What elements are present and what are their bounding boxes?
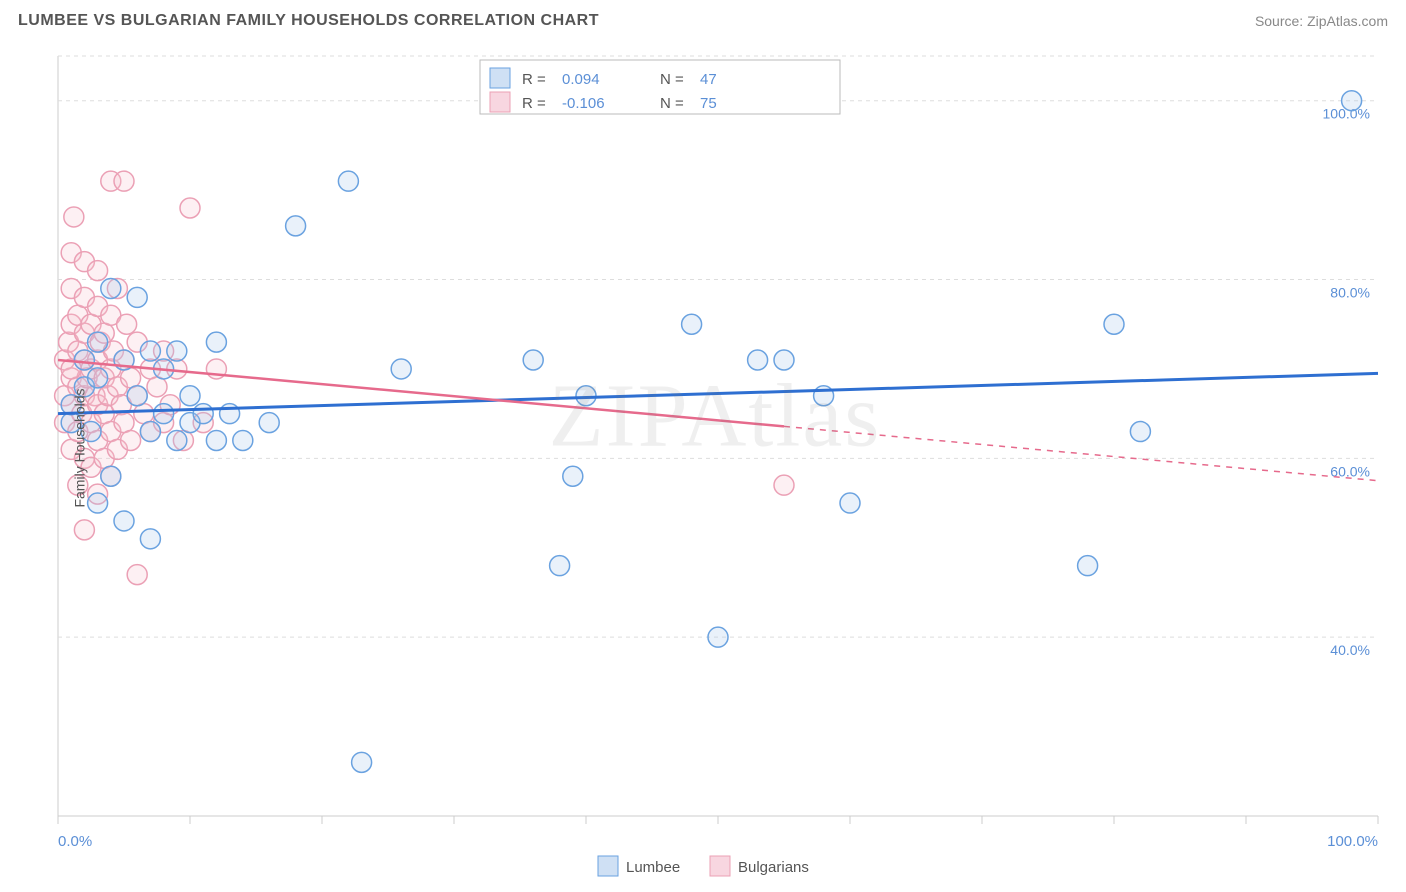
svg-text:R =: R = — [522, 71, 546, 88]
scatter-chart: 40.0%60.0%80.0%100.0%0.0%100.0%R =0.094N… — [40, 48, 1390, 888]
svg-text:Lumbee: Lumbee — [626, 859, 680, 876]
svg-text:Bulgarians: Bulgarians — [738, 859, 809, 876]
svg-text:0.0%: 0.0% — [58, 833, 92, 850]
svg-text:N =: N = — [660, 95, 684, 112]
svg-text:0.094: 0.094 — [562, 71, 600, 88]
chart-container: Family Households ZIPAtlas 40.0%60.0%80.… — [40, 48, 1390, 848]
source-label: Source: ZipAtlas.com — [1255, 13, 1388, 29]
svg-text:N =: N = — [660, 71, 684, 88]
chart-title: LUMBEE VS BULGARIAN FAMILY HOUSEHOLDS CO… — [18, 12, 599, 30]
svg-text:-0.106: -0.106 — [562, 95, 605, 112]
y-axis-label: Family Households — [72, 388, 88, 507]
svg-text:R =: R = — [522, 95, 546, 112]
svg-text:47: 47 — [700, 71, 717, 88]
chart-header: LUMBEE VS BULGARIAN FAMILY HOUSEHOLDS CO… — [0, 0, 1406, 36]
svg-text:40.0%: 40.0% — [1330, 642, 1370, 658]
svg-text:75: 75 — [700, 95, 717, 112]
svg-text:100.0%: 100.0% — [1327, 833, 1378, 850]
svg-text:80.0%: 80.0% — [1330, 285, 1370, 301]
